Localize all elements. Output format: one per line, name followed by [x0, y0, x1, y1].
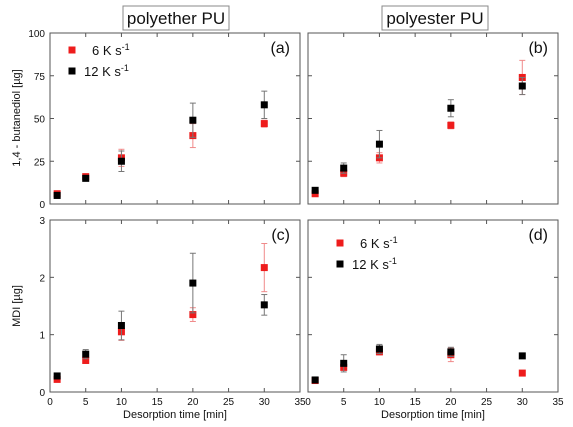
legend-label: 6 K s-1: [360, 235, 398, 251]
x-tick-label: 20: [187, 397, 199, 408]
data-point: [518, 369, 526, 377]
legend-label: 12 K s-1: [84, 63, 129, 79]
x-tick-label: 35: [552, 397, 564, 408]
x-tick-label: 10: [374, 397, 386, 408]
x-tick-label: 25: [481, 397, 493, 408]
panel-b: (b): [307, 32, 559, 205]
legend-label: 6 K s-1: [92, 42, 130, 58]
data-point: [311, 376, 319, 384]
y-tick-label: 100: [28, 29, 45, 40]
data-point: [189, 116, 197, 124]
data-point: [447, 121, 455, 129]
data-point: [311, 186, 319, 194]
x-tick-label: 30: [259, 397, 271, 408]
panel-label: (c): [271, 227, 290, 244]
y-tick-label: 3: [39, 216, 45, 227]
data-point: [117, 157, 125, 165]
data-point: [260, 301, 268, 309]
data-point: [53, 372, 61, 380]
data-point: [375, 345, 383, 353]
data-point: [117, 321, 125, 329]
legend-marker: [68, 46, 76, 54]
x-tick-label: 20: [445, 397, 457, 408]
column-title-right: polyester PU: [386, 9, 483, 28]
x-tick-label: 0: [305, 397, 311, 408]
y-tick-label: 0: [39, 200, 45, 211]
y-tick-label: 75: [34, 72, 46, 83]
data-point: [518, 352, 526, 360]
panel-a: 0 25 50 75 100 (a) 6 K s-1 12 K s-1: [28, 29, 301, 211]
data-point: [260, 264, 268, 272]
data-point: [53, 191, 61, 199]
y-tick-label: 25: [34, 157, 46, 168]
data-point: [82, 174, 90, 182]
panel-label: (b): [528, 40, 548, 57]
column-title-box-left: [122, 5, 230, 31]
y-axis-title-top: 1,4 - butanediol [µg]: [11, 69, 23, 166]
x-tick-label: 5: [83, 397, 89, 408]
x-tick-label: 5: [341, 397, 347, 408]
data-point: [518, 82, 526, 90]
y-tick-label: 0: [39, 388, 45, 399]
data-point: [447, 104, 455, 112]
data-point: [189, 279, 197, 287]
x-tick-label: 35: [294, 397, 306, 408]
y-tick-label: 50: [34, 115, 46, 126]
data-point: [447, 348, 455, 356]
x-tick-label: 15: [410, 397, 422, 408]
data-point: [260, 101, 268, 109]
y-axis-title-bottom: MDI [µg]: [11, 285, 23, 327]
y-tick-label: 2: [39, 273, 45, 284]
x-tick-label: 25: [223, 397, 235, 408]
data-point: [375, 140, 383, 148]
plot-frame: [49, 219, 301, 393]
panel-label: (d): [528, 227, 548, 244]
x-tick-label: 30: [517, 397, 529, 408]
data-point: [189, 311, 197, 319]
x-tick-label: 10: [116, 397, 128, 408]
plot-frame: [307, 32, 559, 205]
panel-d: 0 5 10 15 20 25 30 35 (d) 6 K s-1 12 K s-1: [305, 219, 564, 408]
column-title-left: polyether PU: [127, 9, 225, 28]
legend-label: 12 K s-1: [352, 256, 397, 272]
legend-marker: [68, 67, 76, 75]
column-title-box-right: [381, 5, 489, 31]
panel-label: (a): [270, 40, 290, 57]
x-tick-label: 15: [152, 397, 164, 408]
y-tick-label: 1: [39, 331, 45, 342]
data-point: [82, 356, 90, 364]
data-point: [340, 359, 348, 367]
data-point: [82, 350, 90, 358]
plot-frame: [307, 219, 559, 393]
x-axis-title-right: Desorption time [min]: [381, 409, 485, 421]
data-point: [260, 120, 268, 128]
panel-c: 0 5 10 15 20 25 30 35 0 1 2 3 (c): [39, 216, 306, 408]
x-axis-title-left: Desorption time [min]: [123, 409, 227, 421]
x-tick-label: 0: [47, 397, 53, 408]
legend-marker: [336, 260, 344, 268]
legend-marker: [336, 239, 344, 247]
data-point: [340, 164, 348, 172]
